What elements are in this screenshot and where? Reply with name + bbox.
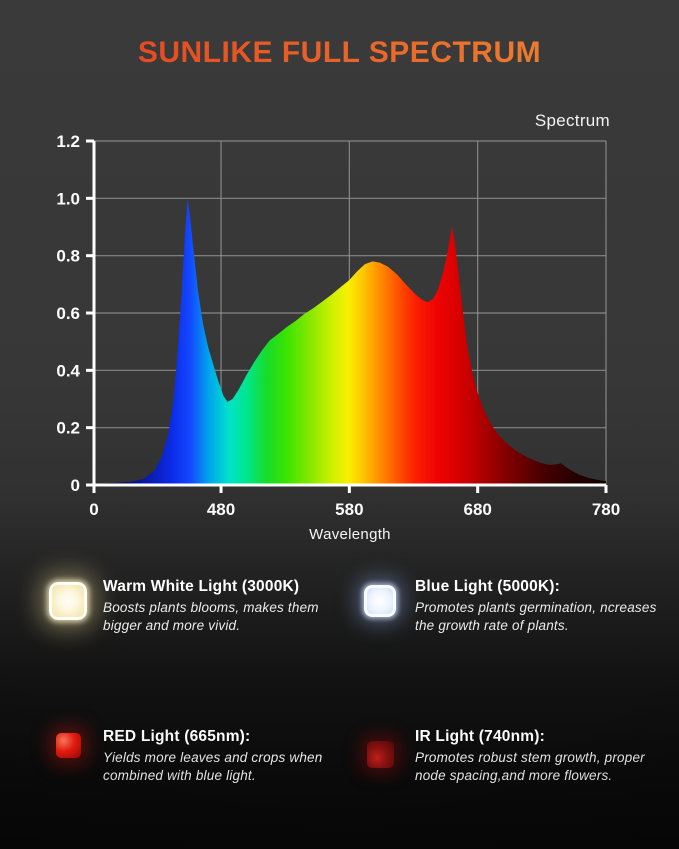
- y-tick-label: 0.2: [56, 419, 80, 438]
- x-tick-label: 0: [89, 500, 98, 519]
- spectrum-chart: 0 0.2 0.4 0.6 0.8 1.0 1.2 0 480 580 680 780: [56, 132, 620, 519]
- y-tick-label: 1.2: [56, 132, 80, 151]
- legend-item-title: IR Light (740nm):: [415, 728, 545, 745]
- legend-text: Warm White Light (3000K) Boosts plants b…: [103, 577, 327, 649]
- legend-item-description: Promotes plants germination, ncreases th…: [415, 600, 657, 633]
- y-tick-label: 0: [71, 476, 80, 495]
- legend-item-blue: Blue Light (5000K): Promotes plants germ…: [345, 577, 679, 649]
- y-tick-label: 0.8: [56, 247, 80, 266]
- legend-icon-cell: [345, 727, 415, 799]
- legend-item-description: Boosts plants blooms, makes them bigger …: [103, 600, 319, 633]
- legend-text: RED Light (665nm): Yields more leaves an…: [103, 727, 327, 799]
- legend-icon-cell: [33, 577, 103, 649]
- legend-item-description: Yields more leaves and crops when combin…: [103, 750, 323, 783]
- legend-icon-cell: [33, 727, 103, 799]
- spectrum-area: [99, 198, 606, 486]
- legend-text: Blue Light (5000K): Promotes plants germ…: [415, 577, 667, 649]
- ir-led-icon: [366, 741, 394, 768]
- y-tick-label: 0.6: [56, 304, 80, 323]
- legend-item-title: Warm White Light (3000K): [103, 578, 300, 595]
- legend-icon-cell: [345, 577, 415, 649]
- legend-item-description: Promotes robust stem growth, proper node…: [415, 750, 645, 783]
- red-led-icon: [55, 733, 81, 758]
- y-tick-label: 0.4: [56, 361, 80, 380]
- y-tick-label: 1.0: [56, 189, 80, 208]
- legend-item-title: RED Light (665nm):: [103, 728, 251, 745]
- legend-item-ir: IR Light (740nm): Promotes robust stem g…: [345, 727, 679, 799]
- x-tick-label: 480: [207, 500, 235, 519]
- legend-item-red: RED Light (665nm): Yields more leaves an…: [33, 727, 345, 799]
- warm-white-led-icon: [49, 582, 87, 620]
- x-tick-label: 580: [335, 500, 363, 519]
- page-title: SUNLIKE FULL SPECTRUM: [0, 36, 679, 70]
- blue-led-icon: [364, 585, 396, 617]
- legend-item-title: Blue Light (5000K):: [415, 578, 561, 595]
- legend: Warm White Light (3000K) Boosts plants b…: [0, 577, 679, 799]
- legend-text: IR Light (740nm): Promotes robust stem g…: [415, 727, 667, 799]
- legend-item-warm-white: Warm White Light (3000K) Boosts plants b…: [33, 577, 345, 649]
- chart-title: Spectrum: [534, 111, 610, 130]
- x-tick-label: 780: [592, 500, 620, 519]
- x-tick-label: 680: [463, 500, 491, 519]
- x-axis-label: Wavelength: [309, 526, 391, 543]
